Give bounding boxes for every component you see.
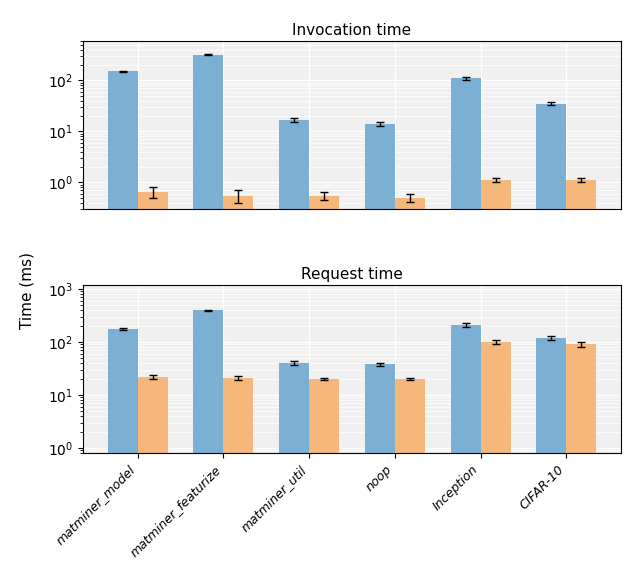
Bar [309, 196, 339, 581]
Bar [108, 71, 138, 581]
Bar [566, 180, 596, 581]
Bar [536, 103, 566, 581]
Bar [223, 378, 253, 581]
Bar [365, 124, 395, 581]
Bar [193, 310, 223, 581]
Bar [279, 120, 309, 581]
Bar [309, 379, 339, 581]
Text: Time (ms): Time (ms) [19, 252, 34, 329]
Bar [365, 364, 395, 581]
Bar [395, 198, 425, 581]
Bar [481, 342, 511, 581]
Title: Invocation time: Invocation time [292, 23, 412, 38]
Bar [536, 338, 566, 581]
Bar [481, 180, 511, 581]
Bar [138, 377, 168, 581]
Bar [193, 55, 223, 581]
Bar [395, 379, 425, 581]
Bar [451, 78, 481, 581]
Bar [279, 363, 309, 581]
Title: Request time: Request time [301, 267, 403, 282]
Bar [566, 345, 596, 581]
Bar [108, 329, 138, 581]
Bar [138, 192, 168, 581]
Bar [451, 325, 481, 581]
Bar [223, 196, 253, 581]
